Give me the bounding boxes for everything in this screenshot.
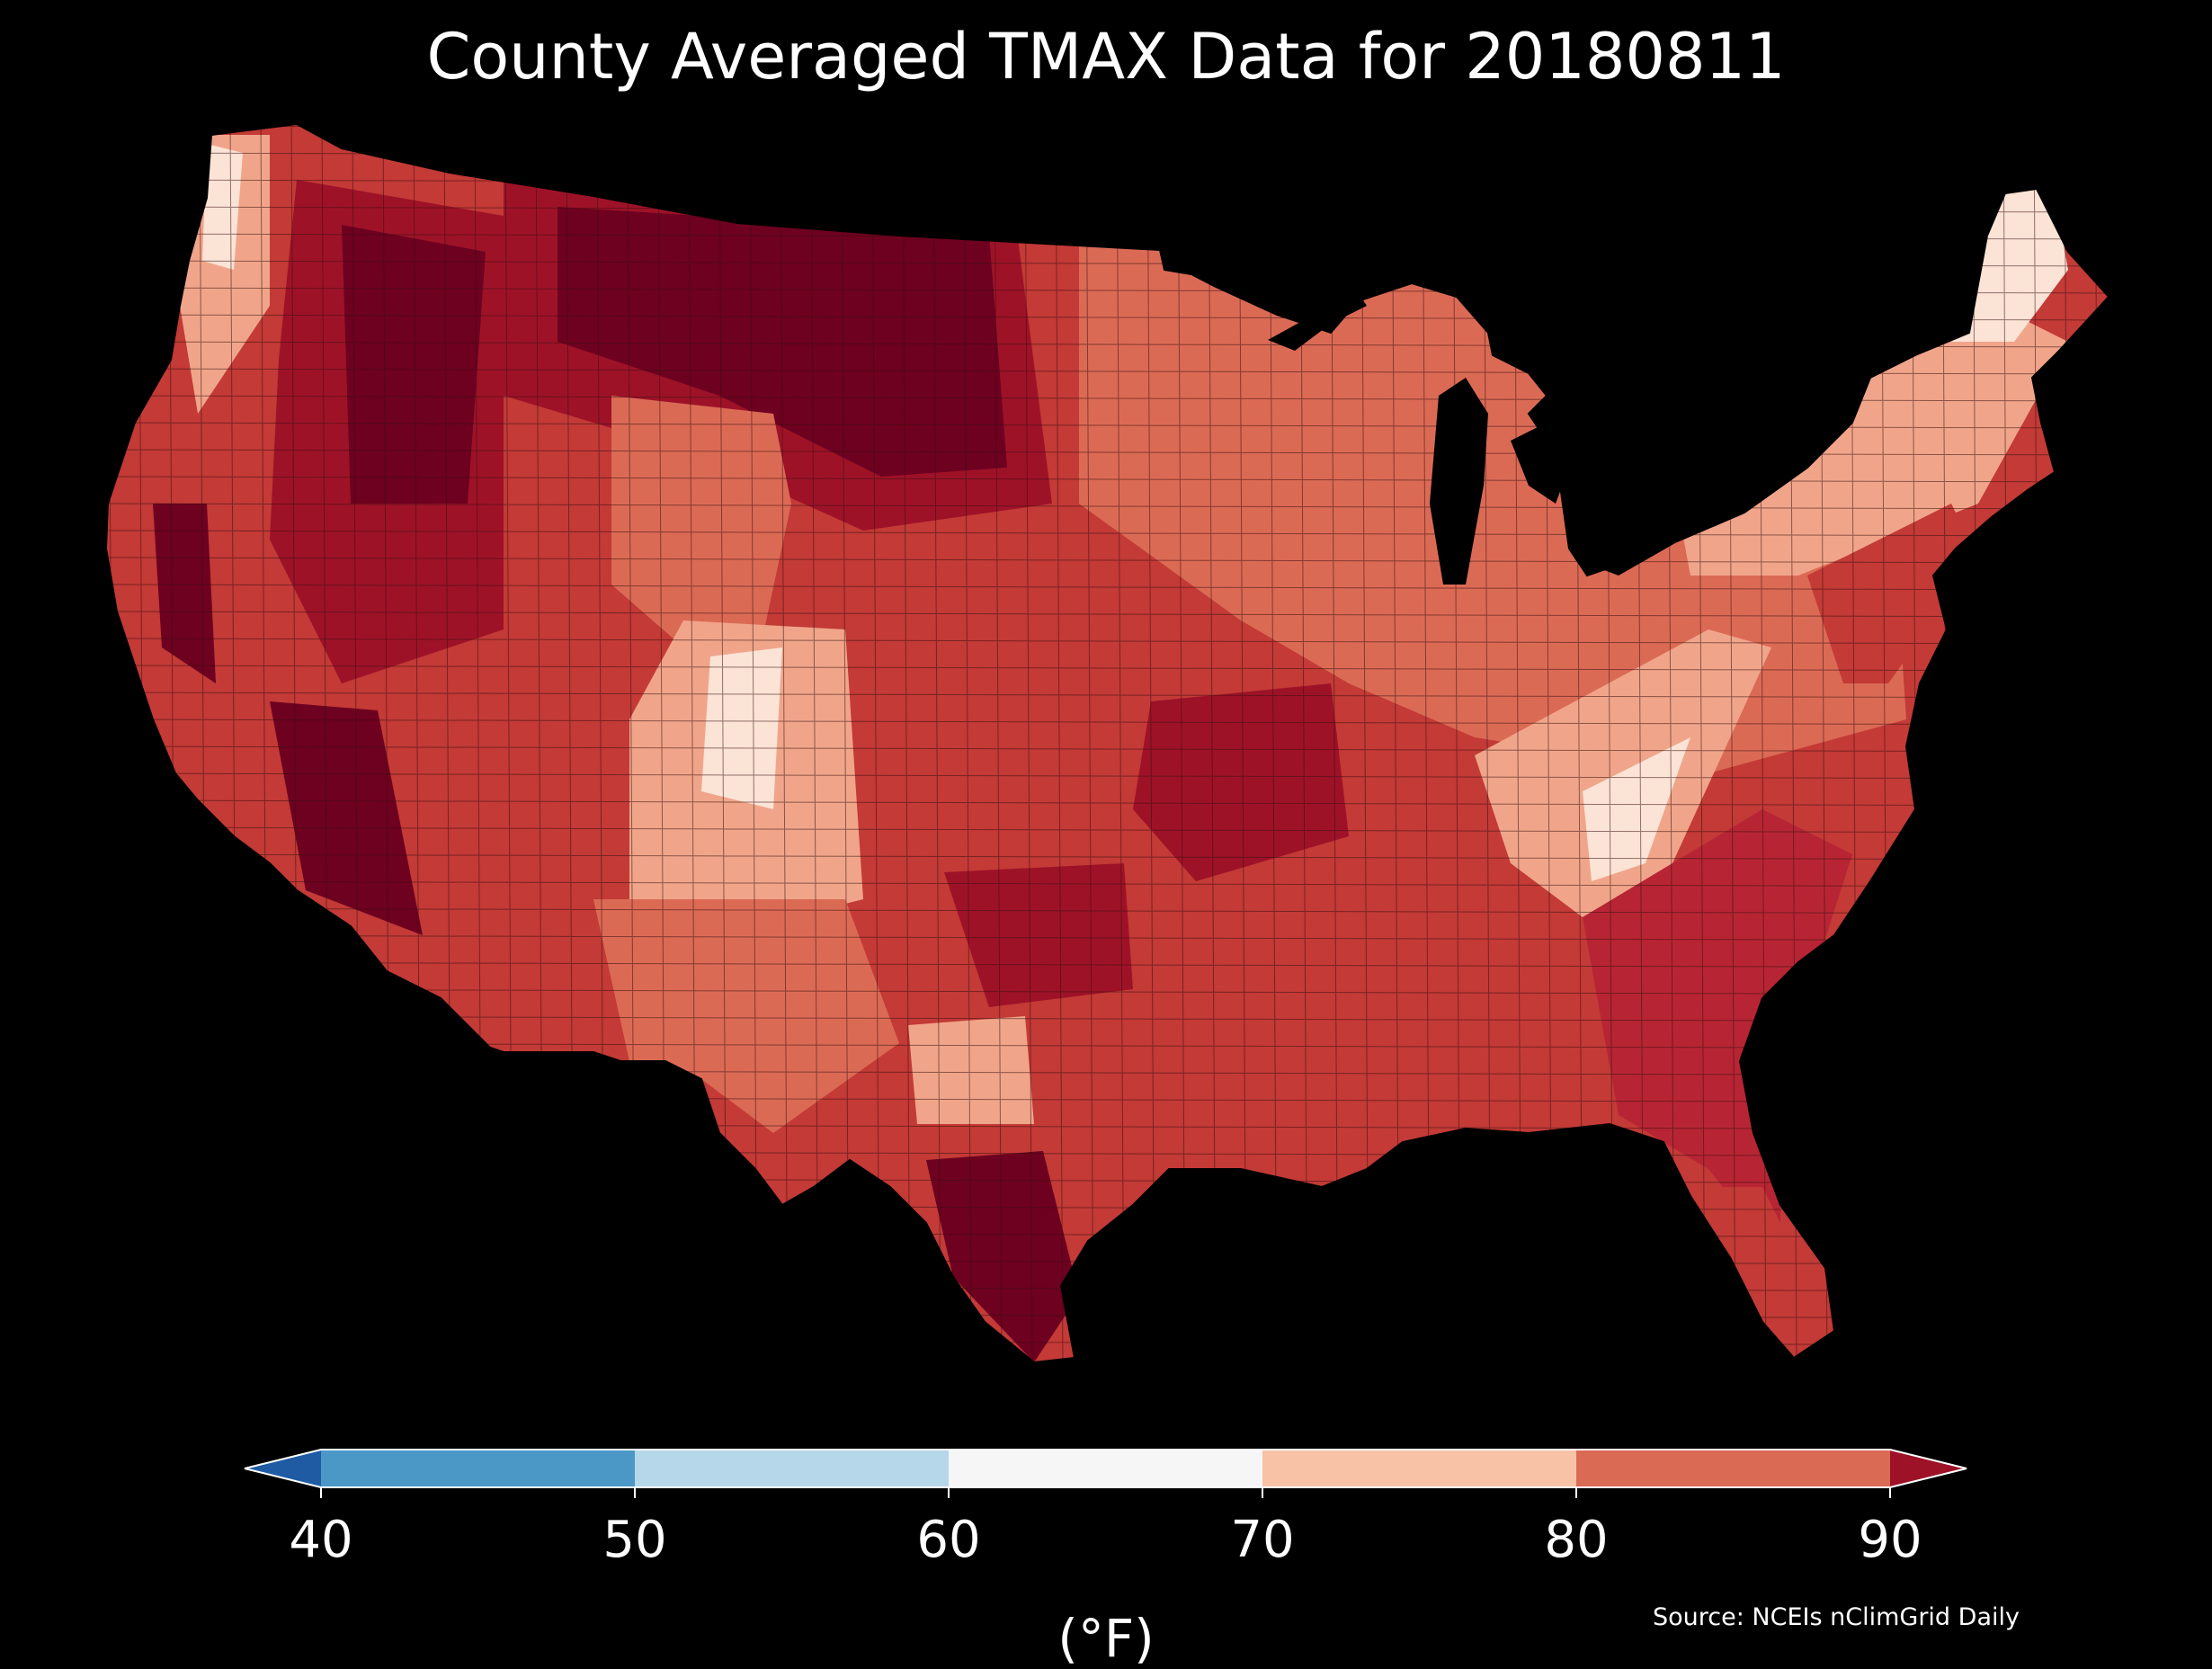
region-southeast (1583, 809, 1852, 1259)
colorbar-unit-label: (°F) (1057, 1608, 1155, 1669)
region-idaho-core (342, 225, 486, 504)
map-title: County Averaged TMAX Data for 20180811 (426, 20, 1786, 94)
lake-erie (1583, 531, 1681, 576)
colorbar-tick-60: 60 (916, 1511, 981, 1569)
colorbar-tick-40: 40 (289, 1511, 353, 1569)
region-south-texas (926, 1151, 1079, 1362)
lake-huron (1511, 423, 1569, 504)
region-central-plains (1133, 683, 1349, 881)
region-appalachia-peak (1583, 737, 1690, 881)
colorbar-tick-70: 70 (1230, 1511, 1295, 1569)
region-texas-hill (908, 1016, 1034, 1124)
region-oklahoma (944, 863, 1133, 1007)
lake-superior (1268, 292, 1367, 351)
region-northeast (1663, 297, 2068, 576)
region-coastal-northeast (1807, 504, 1978, 683)
region-utah (611, 396, 791, 647)
region-colorado-high (701, 647, 782, 809)
colorbar-bin-70-80 (1262, 1450, 1576, 1487)
region-florida (1690, 1187, 1834, 1358)
colorbar-tick-90: 90 (1858, 1511, 1922, 1569)
colorbar-bin-80-90 (1576, 1450, 1890, 1487)
colorbar-bin-40-50 (321, 1450, 635, 1487)
colorbar-extend-low (245, 1450, 321, 1487)
region-new-mexico (593, 899, 899, 1133)
source-credit: Source: NCEIs nClimGrid Daily (1653, 1603, 2020, 1631)
region-northern-core (557, 207, 1007, 477)
colorbar-bin-50-60 (635, 1450, 949, 1487)
colorbar-bin-60-70 (949, 1450, 1262, 1487)
lake-michigan (1430, 378, 1488, 585)
colorbar-tick-50: 50 (602, 1511, 667, 1569)
colorbar (244, 1449, 1967, 1498)
colorbar-tick-80: 80 (1544, 1511, 1609, 1569)
region-mojave (270, 701, 423, 935)
colorbar-extend-high (1890, 1450, 1967, 1487)
